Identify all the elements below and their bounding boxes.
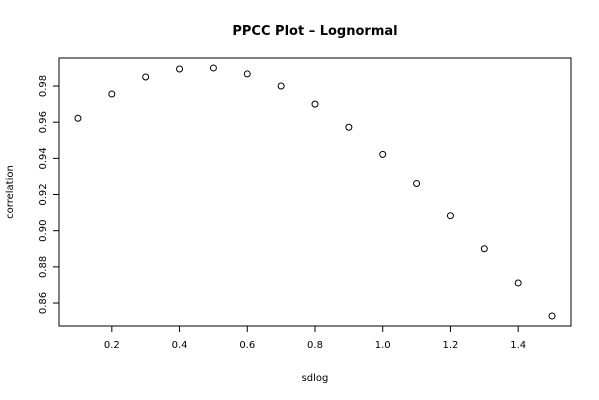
x-tick-label: 0.4 bbox=[172, 340, 188, 351]
point bbox=[108, 90, 116, 98]
y-tick-label: 0.88 bbox=[38, 256, 49, 278]
point bbox=[142, 73, 150, 81]
point bbox=[514, 279, 522, 287]
y-tick-label: 0.90 bbox=[38, 220, 49, 242]
point bbox=[176, 65, 184, 73]
point bbox=[480, 245, 488, 253]
x-tick-label: 1.0 bbox=[375, 340, 391, 351]
plot-frame bbox=[58, 57, 572, 327]
x-tick-label: 1.4 bbox=[510, 340, 526, 351]
chart-title: PPCC Plot – Lognormal bbox=[232, 24, 397, 39]
point bbox=[548, 312, 556, 320]
point bbox=[345, 123, 353, 131]
point bbox=[243, 70, 251, 78]
y-tick-label: 0.98 bbox=[38, 75, 49, 97]
y-tick-label: 0.92 bbox=[38, 183, 49, 205]
y-tick-label: 0.94 bbox=[38, 147, 49, 169]
point bbox=[277, 82, 285, 90]
y-axis-label: correlation bbox=[5, 165, 16, 219]
x-tick-label: 0.2 bbox=[104, 340, 120, 351]
y-tick-label: 0.96 bbox=[38, 111, 49, 133]
x-axis-label: sdlog bbox=[302, 373, 329, 384]
x-tick-label: 0.6 bbox=[239, 340, 255, 351]
point bbox=[311, 100, 319, 108]
x-tick-label: 1.2 bbox=[442, 340, 458, 351]
y-tick-label: 0.86 bbox=[38, 292, 49, 314]
x-tick-label: 0.8 bbox=[307, 340, 323, 351]
point bbox=[446, 212, 454, 220]
point bbox=[209, 64, 217, 72]
point bbox=[74, 114, 82, 122]
point bbox=[379, 150, 387, 158]
point bbox=[413, 180, 421, 188]
